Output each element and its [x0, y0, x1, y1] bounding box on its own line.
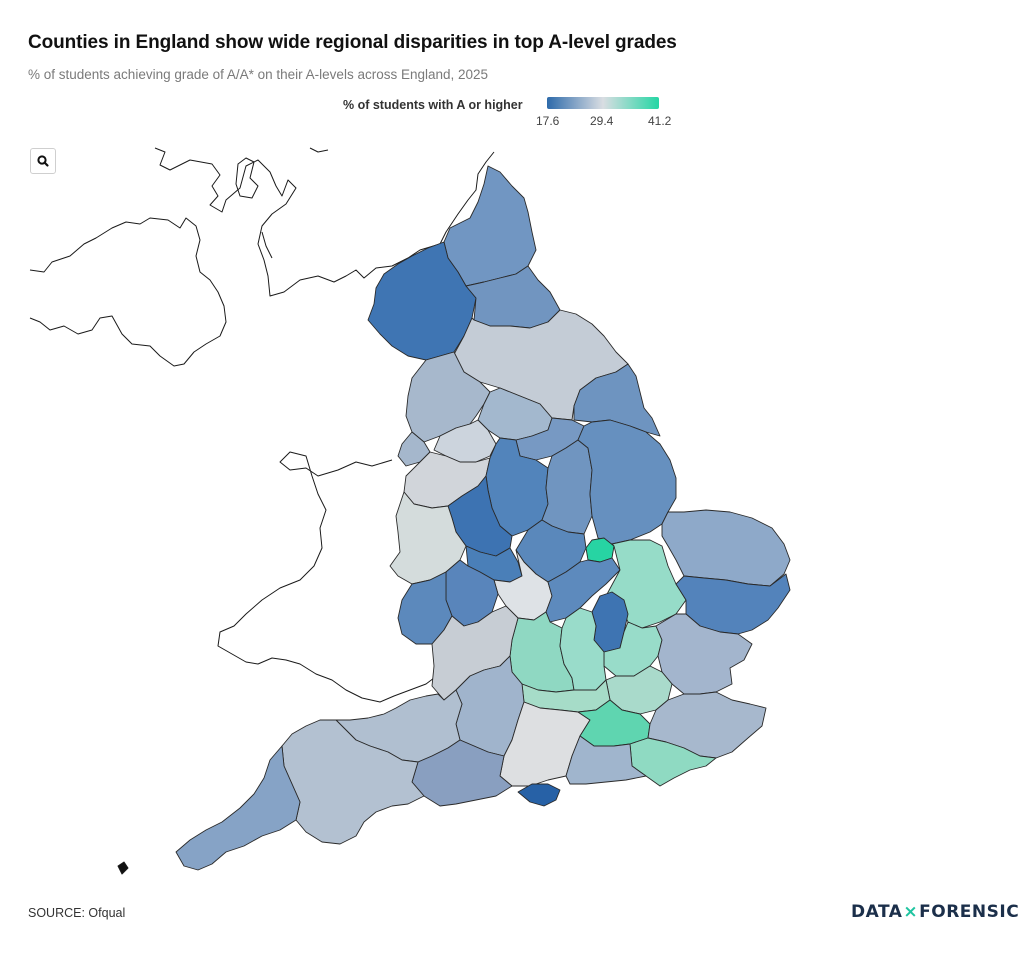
- county-merseyside[interactable]: [397, 431, 431, 467]
- county-dorset[interactable]: [411, 739, 513, 807]
- wales-coast: [217, 451, 441, 703]
- county-cornwall[interactable]: [175, 745, 301, 871]
- county-norfolk[interactable]: [661, 509, 791, 587]
- scotland-coast-west: [235, 147, 329, 259]
- county-buckinghamshire[interactable]: [559, 607, 607, 691]
- county-northumberland[interactable]: [443, 165, 537, 287]
- legend-min-label: 17.6: [536, 114, 560, 128]
- logo-text-right: FORENSICS: [919, 902, 1020, 922]
- logo-text-left: DATA: [851, 902, 903, 922]
- legend-mid-label: 29.4: [590, 114, 614, 128]
- logo-separator: ×: [903, 902, 919, 922]
- data-forensics-logo: DATA×FORENSICS: [851, 902, 1020, 922]
- legend-title: % of students with A or higher: [343, 98, 523, 112]
- county-isle-of-wight[interactable]: [517, 783, 561, 807]
- county-hampshire[interactable]: [499, 701, 591, 787]
- northern-ireland-coast: [29, 217, 227, 367]
- chart-title: Counties in England show wide regional d…: [28, 32, 677, 53]
- search-icon: [37, 155, 49, 167]
- legend-max-label: 41.2: [648, 114, 672, 128]
- county-suffolk[interactable]: [675, 573, 791, 635]
- chart-subtitle: % of students achieving grade of A/A* on…: [28, 67, 489, 82]
- county-west-sussex[interactable]: [565, 735, 647, 785]
- county-lincolnshire[interactable]: [577, 419, 677, 545]
- source-note: SOURCE: Ofqual: [28, 906, 126, 920]
- zoom-button[interactable]: [30, 148, 56, 174]
- england-county-map[interactable]: [0, 140, 1020, 890]
- isles-of-scilly: [117, 861, 129, 875]
- legend-color-scale: [547, 97, 659, 109]
- county-essex[interactable]: [655, 613, 753, 695]
